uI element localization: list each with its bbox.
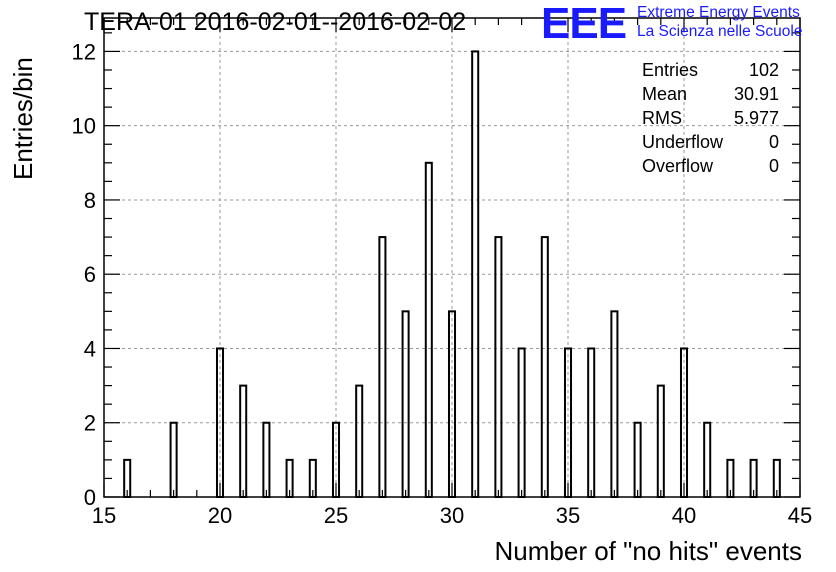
x-tick-label: 30 [440,503,464,528]
y-axis-label: Entries/bin [8,57,38,180]
stats-value: 102 [748,60,779,80]
stats-row-mean: Mean 30.91 [642,82,779,106]
histogram-bar [424,161,433,498]
stats-label: Underflow [642,132,724,152]
x-tick-label: 15 [92,503,116,528]
histogram-bar [517,347,526,498]
stats-value: 5.977 [733,108,779,128]
y-tick-label: 4 [84,336,96,361]
x-tick-label: 35 [556,503,580,528]
stats-box: Entries 102 Mean 30.91 RMS 5.977 Underfl… [642,58,779,178]
histogram-bar [540,236,549,498]
stats-value: 30.91 [733,84,779,104]
y-tick-label: 0 [84,485,96,510]
histogram-bar [239,384,248,498]
stats-label: Entries [642,60,699,80]
histogram-bar [610,310,619,499]
y-tick-label: 2 [84,411,96,436]
stats-value: 0 [768,156,779,176]
x-axis-label: Number of "no hits" events [494,536,803,566]
eee-logo: EEE [541,0,627,48]
stats-label: Overflow [642,156,714,176]
x-tick-label: 25 [324,503,348,528]
axis-ticks [103,18,801,498]
y-tick-label: 10 [72,114,96,139]
stats-row-underflow: Underflow 0 [642,130,779,154]
histogram-bar [355,384,364,498]
x-tick-label: 45 [788,503,812,528]
stats-value: 0 [768,132,779,152]
y-tick-label: 12 [72,39,96,64]
histogram-bar [262,421,271,498]
stats-row-rms: RMS 5.977 [642,106,779,130]
chart-title: TERA-01 2016-02-01--2016-02-02 [84,8,467,36]
x-tick-label: 40 [672,503,696,528]
histogram-bar [633,421,642,498]
stats-row-overflow: Overflow 0 [642,154,779,178]
histogram-bar [471,50,480,498]
histogram-bar [703,421,712,498]
stats-label: Mean [642,84,688,104]
stats-label: RMS [642,108,682,128]
histogram-bar [378,236,387,498]
logo-caption-line2: La Scienza nelle Scuole [637,23,803,40]
histogram-bar [494,236,503,498]
logo-caption-line1: Extreme Energy Events [637,4,800,21]
histogram-bar [169,421,178,498]
histogram-bar [401,310,410,499]
histogram-bar [656,384,665,498]
y-tick-label: 8 [84,188,96,213]
axis-tick-labels: 15 20 25 30 35 40 45 0 2 4 6 8 10 12 [72,39,813,528]
logo-caption: Extreme Energy Events La Scienza nelle S… [637,3,802,41]
stats-row-entries: Entries 102 [642,58,779,82]
x-tick-label: 20 [208,503,232,528]
y-tick-label: 6 [84,262,96,287]
